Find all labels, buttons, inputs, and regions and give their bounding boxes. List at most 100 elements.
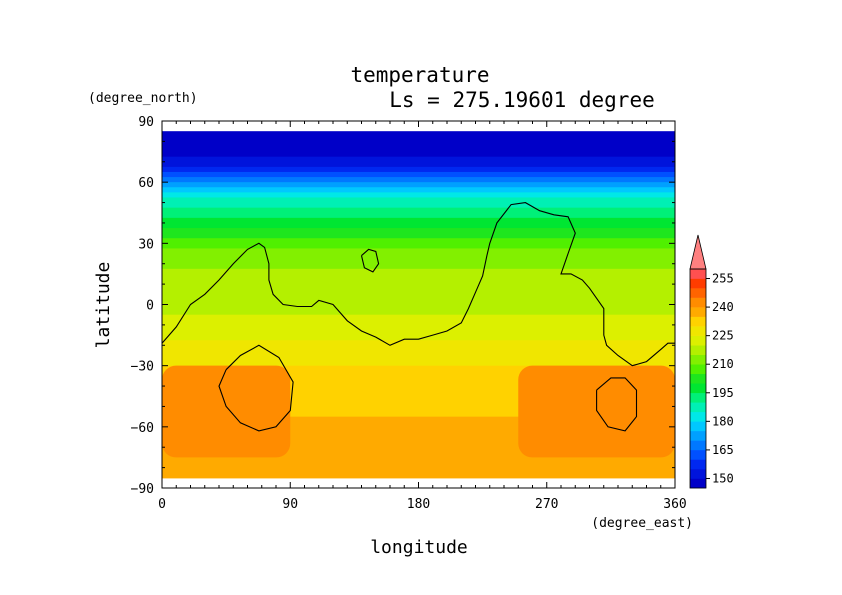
temperature-band <box>162 217 675 224</box>
colorbar-swatch <box>690 326 706 336</box>
colorbar-label: 210 <box>712 357 734 371</box>
temperature-field <box>162 131 675 479</box>
colorbar-label: 255 <box>712 272 734 286</box>
colorbar-swatch <box>690 383 706 394</box>
temperature-band <box>162 309 675 316</box>
temperature-band <box>162 151 675 158</box>
temperature-band <box>162 212 675 219</box>
colorbar-swatch <box>690 307 706 317</box>
temperature-band <box>162 141 675 148</box>
temperature-band <box>162 263 675 270</box>
temperature-band <box>162 467 675 474</box>
colorbar-label: 225 <box>712 329 734 343</box>
temperature-band <box>162 431 675 438</box>
colorbar-swatch <box>690 269 706 279</box>
temperature-band <box>162 294 675 301</box>
axes: 0 90 180 270 360 90 60 30 0 −30 −60 −90 <box>131 115 687 512</box>
colorbar-swatch <box>690 364 706 375</box>
temperature-band <box>162 268 675 275</box>
x-tick-label: 270 <box>535 497 558 512</box>
temperature-band <box>162 233 675 239</box>
x-tick-label: 90 <box>282 497 298 512</box>
temperature-band <box>162 437 675 443</box>
colorbar-swatch <box>690 373 706 384</box>
temperature-band <box>162 472 675 479</box>
temperature-band <box>162 197 675 204</box>
temperature-band <box>162 457 675 464</box>
temperature-band <box>162 462 675 469</box>
colorbar-label: 195 <box>712 386 734 400</box>
colorbar-swatch <box>690 411 706 422</box>
temperature-band <box>162 187 675 193</box>
temperature-band <box>162 228 675 234</box>
temperature-band <box>162 177 675 183</box>
temperature-band <box>162 335 675 341</box>
x-tick-label: 0 <box>158 497 166 512</box>
y-tick-label: 0 <box>146 299 154 314</box>
temperature-band <box>162 365 675 372</box>
colorbar-swatch <box>690 468 706 479</box>
temperature-band <box>162 299 675 306</box>
colorbar-label: 165 <box>712 443 734 457</box>
y-tick-label: 30 <box>138 237 154 252</box>
temperature-band <box>162 207 675 214</box>
x-units-label: (degree_east) <box>591 516 693 531</box>
temperature-band <box>162 161 675 168</box>
chart-title: temperature <box>350 63 489 87</box>
x-tick-label: 360 <box>663 497 686 512</box>
warm-region <box>162 365 291 458</box>
topography-contours <box>161 202 675 432</box>
temperature-band <box>162 355 675 362</box>
temperature-band <box>162 182 675 188</box>
y-axis-label: latitude <box>93 262 114 349</box>
temperature-band <box>162 416 675 423</box>
contour-topography <box>161 202 675 367</box>
y-tick-label: 90 <box>138 115 154 130</box>
temperature-band <box>162 222 675 229</box>
temperature-band <box>162 386 675 392</box>
temperature-band <box>162 447 675 453</box>
y-tick-label: −30 <box>131 360 154 375</box>
temperature-band <box>162 166 675 173</box>
colorbar-label: 180 <box>712 414 734 428</box>
colorbar-swatch <box>690 278 706 289</box>
colorbar-swatch <box>690 345 706 355</box>
colorbar-swatch <box>690 440 706 451</box>
temperature-band <box>162 421 675 428</box>
colorbar-swatch <box>690 421 706 432</box>
colorbar-swatch <box>690 459 706 470</box>
temperature-band <box>162 375 675 382</box>
temperature-band <box>162 192 675 199</box>
contour-basin-east <box>596 377 638 432</box>
warm-region <box>518 365 675 458</box>
y-tick-label: −90 <box>131 482 154 497</box>
y-tick-label: −60 <box>131 421 154 436</box>
temperature-band <box>162 319 675 326</box>
temperature-band <box>162 452 675 459</box>
temperature-band <box>162 350 675 357</box>
temperature-band <box>162 345 675 351</box>
temperature-band <box>162 401 675 408</box>
x-tick-label: 180 <box>407 497 430 512</box>
temperature-band <box>162 329 675 336</box>
contour-island-north <box>360 248 380 273</box>
temperature-band <box>162 131 675 137</box>
colorbar-swatch <box>690 402 706 413</box>
contour-basin-west <box>218 344 294 432</box>
temperature-band <box>162 279 675 285</box>
colorbar-swatch <box>690 335 706 346</box>
colorbar-extend-triangle <box>689 234 707 270</box>
temperature-band <box>162 238 675 244</box>
chart-subtitle: Ls = 275.19601 degree <box>389 88 655 112</box>
temperature-band <box>162 314 675 321</box>
x-axis-label: longitude <box>370 537 468 558</box>
temperature-band <box>162 273 675 280</box>
colorbar-frame <box>689 268 707 489</box>
colorbar-swatch <box>690 354 706 365</box>
temperature-band <box>162 243 675 250</box>
temperature-band <box>162 360 675 367</box>
temperature-band <box>162 324 675 331</box>
temperature-band <box>162 146 675 153</box>
